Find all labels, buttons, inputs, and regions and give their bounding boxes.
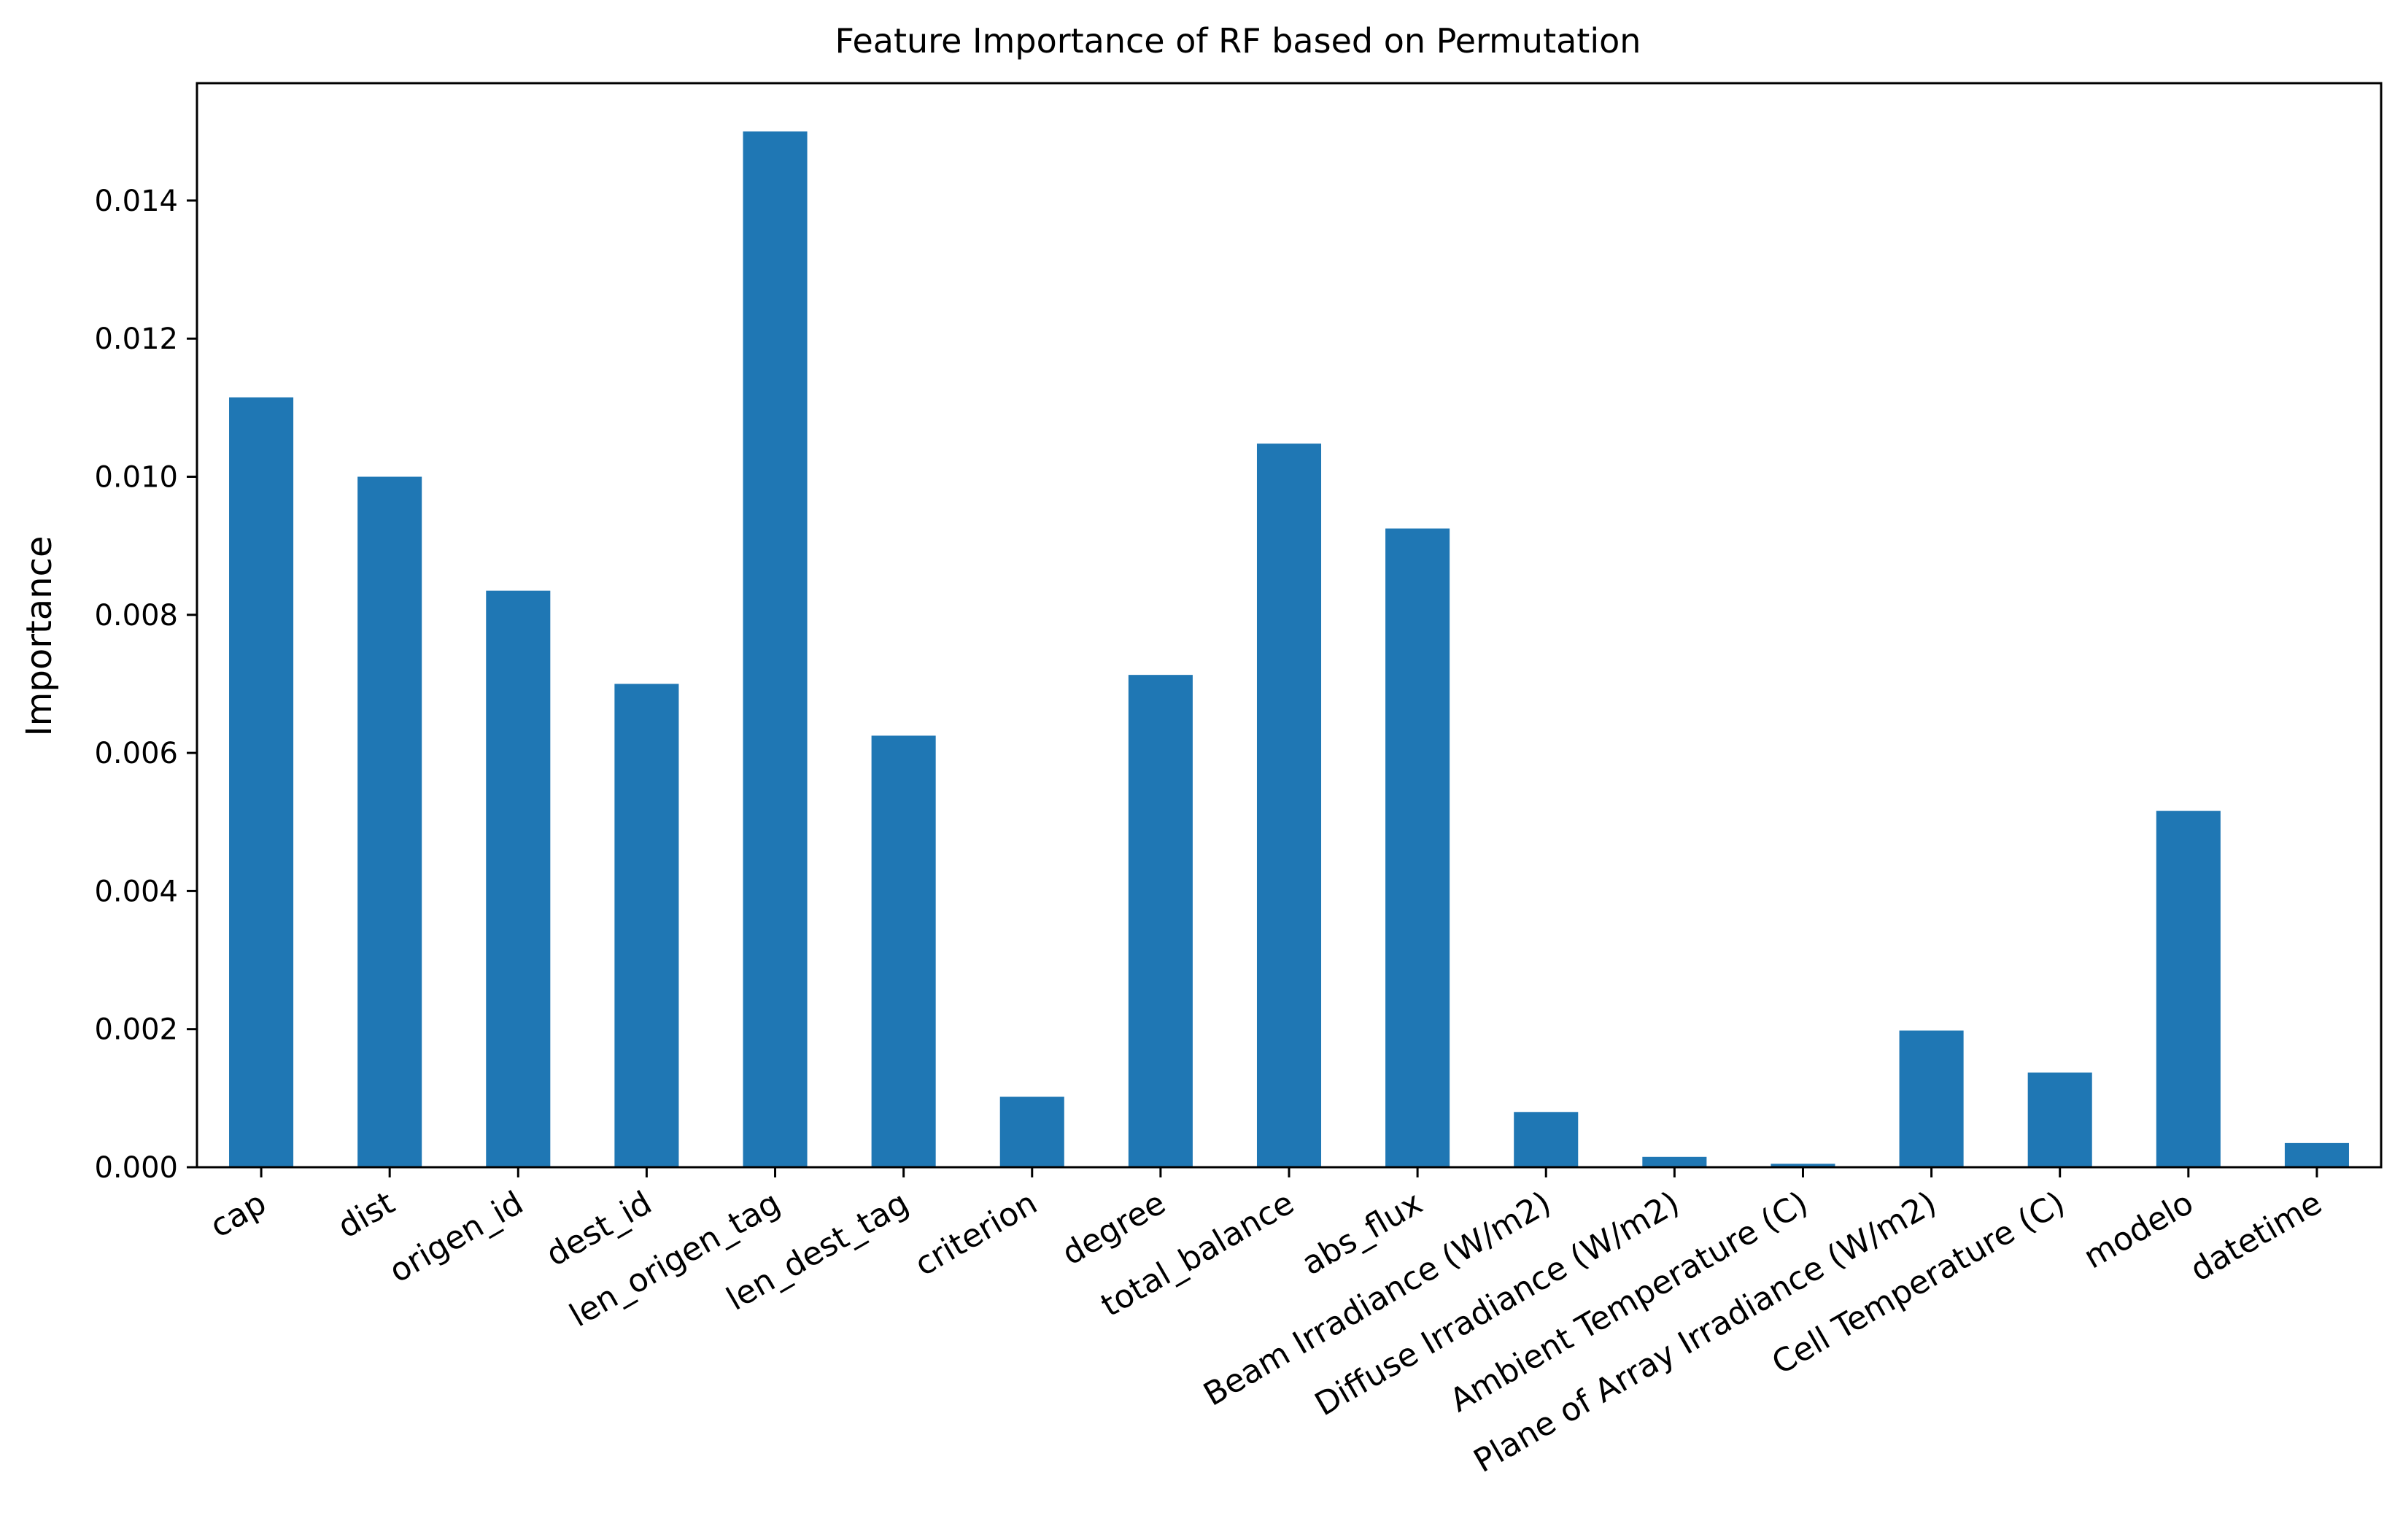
y-tick-label-4: 0.008 xyxy=(94,599,178,632)
y-axis-label: Importance xyxy=(19,535,60,736)
x-tick-label-0: cap xyxy=(204,1184,273,1245)
bar-16 xyxy=(2284,1142,2349,1167)
y-tick-label-5: 0.010 xyxy=(94,461,178,495)
y-tick-label-3: 0.006 xyxy=(94,737,178,770)
chart-title: Feature Importance of RF based on Permut… xyxy=(835,21,1641,61)
y-tick-label-1: 0.002 xyxy=(94,1013,178,1047)
bar-9 xyxy=(1385,528,1450,1167)
bar-8 xyxy=(1256,444,1322,1167)
y-tick-label-0: 0.000 xyxy=(94,1151,178,1185)
bar-3 xyxy=(614,684,679,1167)
bar-6 xyxy=(999,1096,1064,1167)
y-axis-ticks: 0.000 0.002 0.004 0.006 0.008 0.010 0.012 0.014 xyxy=(94,185,197,1185)
plot-frame xyxy=(196,82,2383,1169)
x-tick-label-15: modelo xyxy=(2078,1184,2199,1276)
x-tick-label-4: len_origen_tag xyxy=(563,1184,786,1334)
bar-11 xyxy=(1642,1156,1707,1167)
bar-15 xyxy=(2156,810,2221,1167)
bar-7 xyxy=(1128,675,1193,1167)
y-tick-label-2: 0.004 xyxy=(94,875,178,908)
bar-1 xyxy=(357,476,422,1167)
bar-12 xyxy=(1771,1164,1835,1167)
bar-10 xyxy=(1514,1112,1579,1167)
y-tick-label-6: 0.012 xyxy=(94,322,178,356)
x-tick-label-2: origen_id xyxy=(383,1184,530,1290)
x-tick-label-6: criterion xyxy=(908,1184,1043,1283)
bars-group xyxy=(229,131,2349,1168)
bar-5 xyxy=(871,735,936,1167)
bar-2 xyxy=(486,590,551,1167)
y-tick-label-7: 0.014 xyxy=(94,185,178,218)
bar-14 xyxy=(2027,1072,2092,1167)
bar-13 xyxy=(1899,1030,1964,1167)
bar-4 xyxy=(743,131,808,1168)
bar-0 xyxy=(229,397,294,1168)
x-tick-label-1: dist xyxy=(332,1184,401,1245)
x-tick-label-16: datetime xyxy=(2184,1184,2329,1288)
